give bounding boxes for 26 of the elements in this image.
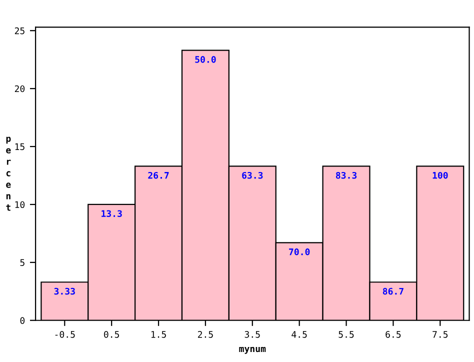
annotation: 70.0 [289, 248, 310, 256]
x-tick-label: 3.5 [244, 330, 260, 338]
x-tick-label: 6.5 [386, 330, 401, 338]
y-tick-label: 25 [14, 27, 24, 34]
y-tick-label: 20 [14, 85, 25, 92]
x-tick-label: 7.5 [432, 331, 448, 338]
y-tick-label: 10 [15, 201, 25, 208]
y-tick-label: 0 [20, 317, 25, 324]
y-axis-title: percent [6, 136, 11, 211]
y-tick-label: 15 [15, 143, 24, 150]
annotation: 3.33 [54, 288, 75, 295]
annotation: 100 [432, 172, 448, 179]
annotation: 50.0 [195, 56, 216, 63]
x-tick-label: -0.5 [55, 330, 75, 338]
annotation: 63.3 [242, 172, 263, 179]
annotation: 86.7 [382, 288, 404, 295]
x-tick-label: 2.5 [198, 330, 213, 338]
x-tick-label: 4.5 [292, 331, 307, 338]
annotation: 83.3 [336, 172, 357, 179]
x-tick-label: 0.5 [104, 330, 120, 338]
x-axis-title: mynum [239, 346, 266, 354]
x-tick-label: 5.5 [338, 331, 354, 338]
x-tick-label: 1.5 [151, 331, 166, 338]
y-tick-label: 5 [20, 259, 24, 266]
annotation: 13.3 [102, 210, 122, 218]
annotation: 26.7 [148, 172, 169, 179]
